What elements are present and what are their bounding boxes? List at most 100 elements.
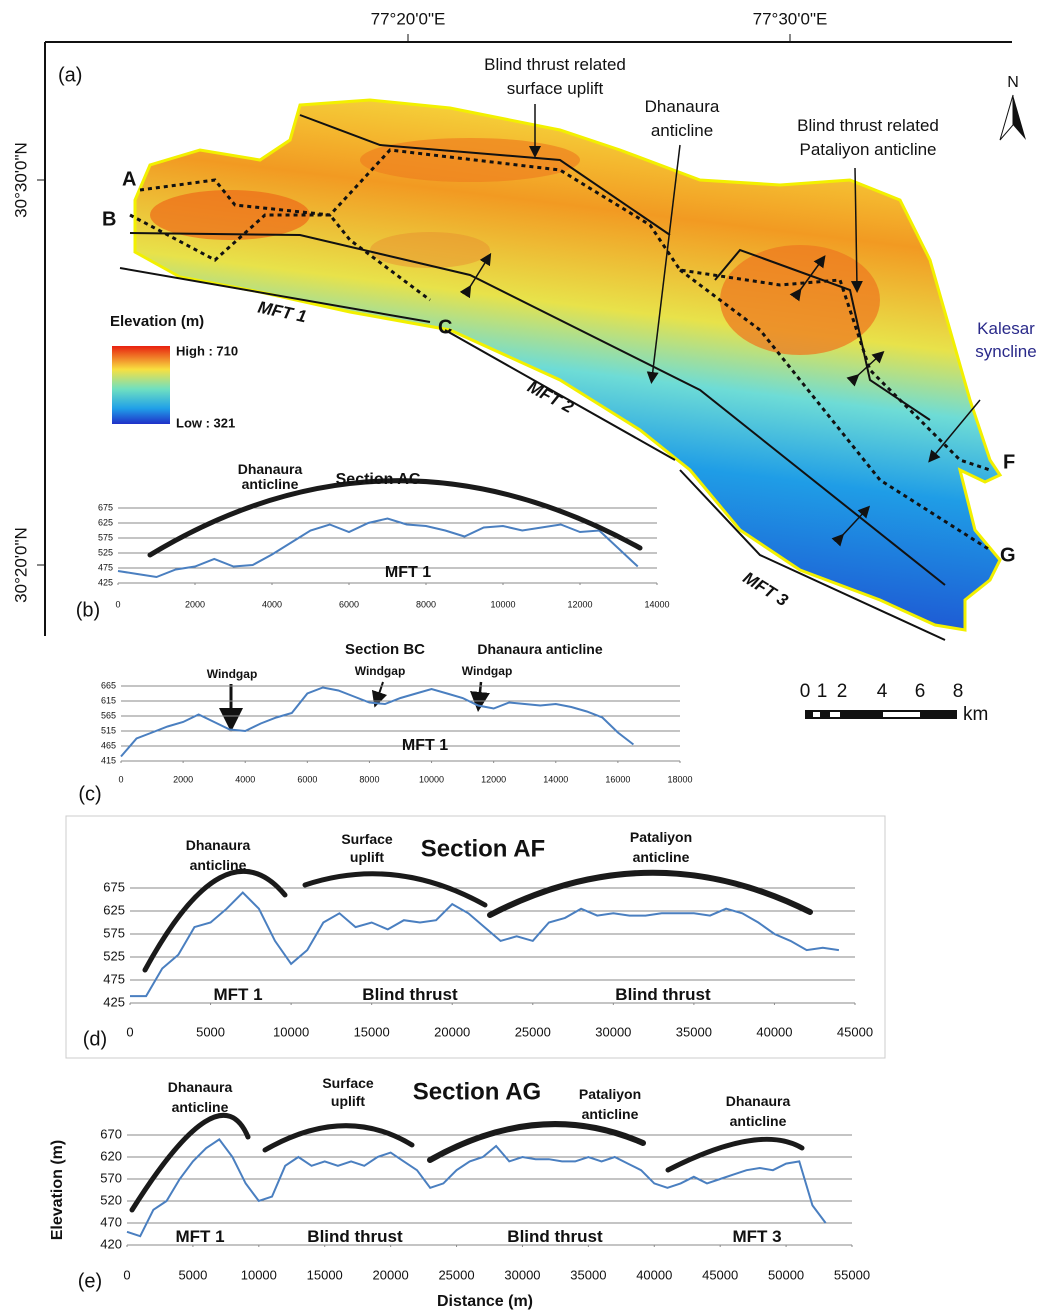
feature-line: Dhanaura (645, 97, 720, 116)
x-axis-title: Distance (m) (437, 1293, 533, 1310)
x-tick-label: 55000 (834, 1267, 870, 1282)
scale-label: 0 (800, 681, 811, 702)
north-arrow (1000, 95, 1013, 140)
profile-line (130, 893, 839, 997)
y-tick-label: 475 (103, 971, 125, 986)
annotation-line: Windgap (355, 664, 406, 678)
fold-arc (305, 874, 485, 905)
chart-title: Section AG (413, 1078, 541, 1105)
scale-unit: km (963, 704, 988, 725)
x-tick-label: 25000 (438, 1267, 474, 1282)
x-tick-label: 6000 (339, 599, 359, 609)
chart-title: Section AF (421, 835, 545, 862)
annotation: MFT 1 (385, 564, 431, 581)
annotation-line: anticline (242, 476, 299, 492)
annotation: MFT 1 (175, 1227, 224, 1246)
y-tick-label: 515 (101, 725, 116, 735)
y-tick-label: 425 (103, 994, 125, 1009)
y-tick-label: 575 (103, 925, 125, 940)
x-tick-label: 12000 (481, 774, 506, 784)
y-tick-label: 520 (100, 1192, 122, 1207)
x-tick-label: 5000 (196, 1024, 225, 1039)
lon-label: 77°20'0"E (371, 9, 446, 28)
fault-label: MFT 3 (740, 568, 792, 610)
y-tick-label: 525 (103, 948, 125, 963)
y-tick-label: 465 (101, 740, 116, 750)
y-tick-label: 415 (101, 755, 116, 765)
y-tick-label: 625 (103, 902, 125, 917)
x-tick-label: 4000 (235, 774, 255, 784)
north-arrow (1013, 95, 1026, 140)
annotation-line: Surface (341, 831, 393, 847)
feature-line: Blind thrust related (797, 116, 939, 135)
x-tick-label: 2000 (185, 599, 205, 609)
x-tick-label: 16000 (605, 774, 630, 784)
annotation: MFT 1 (213, 985, 262, 1004)
x-tick-label: 35000 (570, 1267, 606, 1282)
panel-label: (e) (78, 1270, 102, 1292)
y-tick-label: 425 (98, 577, 113, 587)
annotation-line: anticline (172, 1099, 229, 1115)
x-tick-label: 45000 (837, 1024, 873, 1039)
x-tick-label: 20000 (373, 1267, 409, 1282)
y-tick-label: 625 (98, 517, 113, 527)
x-tick-label: 18000 (667, 774, 692, 784)
annotation: MFT 3 (732, 1227, 781, 1246)
x-tick-label: 15000 (307, 1267, 343, 1282)
feature-line: syncline (975, 342, 1036, 361)
ridge (360, 138, 580, 182)
x-tick-label: 14000 (543, 774, 568, 784)
annotation-line: Pataliyon (630, 829, 692, 845)
scale-bar: 0 1 2 4 6 8 km (800, 681, 989, 725)
y-tick-label: 475 (98, 562, 113, 572)
y-axis-title: Elevation (m) (49, 1140, 66, 1240)
chart-title: Section AC (336, 471, 421, 488)
point-label: F (1003, 451, 1015, 473)
annotation: Surface uplift (341, 831, 393, 865)
x-tick-label: 10000 (273, 1024, 309, 1039)
lon-label: 77°30'0"E (753, 9, 828, 28)
x-tick-label: 4000 (262, 599, 282, 609)
x-tick-label: 12000 (567, 599, 592, 609)
panel-label: (b) (76, 599, 100, 621)
legend-title: Elevation (m) (110, 313, 204, 330)
fold-arc (150, 481, 640, 555)
x-tick-label: 15000 (354, 1024, 390, 1039)
point-label: C (438, 316, 452, 338)
feature-label: Blind thrust relatedsurface uplift (484, 55, 626, 98)
x-tick-label: 14000 (644, 599, 669, 609)
annotation-line: Dhanaura (726, 1093, 791, 1109)
fold-arc (490, 873, 810, 915)
annotation-line: Blind thrust (507, 1227, 603, 1246)
y-tick-label: 420 (100, 1236, 122, 1251)
map: 77°20'0"E 77°30'0"E 30°30'0"N 30°20'0"N … (11, 9, 1036, 725)
lat-label: 30°20'0"N (11, 527, 30, 603)
x-tick-label: 6000 (297, 774, 317, 784)
ridge (370, 232, 490, 268)
feature-line: Pataliyon anticline (799, 140, 936, 159)
annotation-line: uplift (350, 849, 385, 865)
y-tick-label: 615 (101, 695, 116, 705)
figure: 77°20'0"E 77°30'0"E 30°30'0"N 30°20'0"N … (0, 0, 1050, 1312)
scale-label: 6 (915, 681, 926, 702)
y-tick-label: 675 (103, 879, 125, 894)
x-tick-label: 25000 (515, 1024, 551, 1039)
annotation: Dhanauraanticline (238, 461, 303, 492)
point-label: A (122, 168, 136, 190)
annotation-line: Dhanaura (186, 837, 251, 853)
x-tick-label: 10000 (241, 1267, 277, 1282)
feature-label: Kalesarsyncline (975, 319, 1036, 361)
y-tick-label: 525 (98, 547, 113, 557)
legend-low: Low : 321 (176, 415, 235, 430)
panel-label: (d) (83, 1028, 107, 1050)
annotation-line: Dhanaura (168, 1079, 233, 1095)
point-label: B (102, 208, 116, 230)
x-tick-label: 10000 (419, 774, 444, 784)
fold-arc (430, 1124, 643, 1160)
x-tick-label: 30000 (504, 1267, 540, 1282)
annotation-line: MFT 3 (732, 1227, 781, 1246)
annotation: Windgap (355, 664, 406, 678)
fold-arc (132, 1115, 248, 1210)
